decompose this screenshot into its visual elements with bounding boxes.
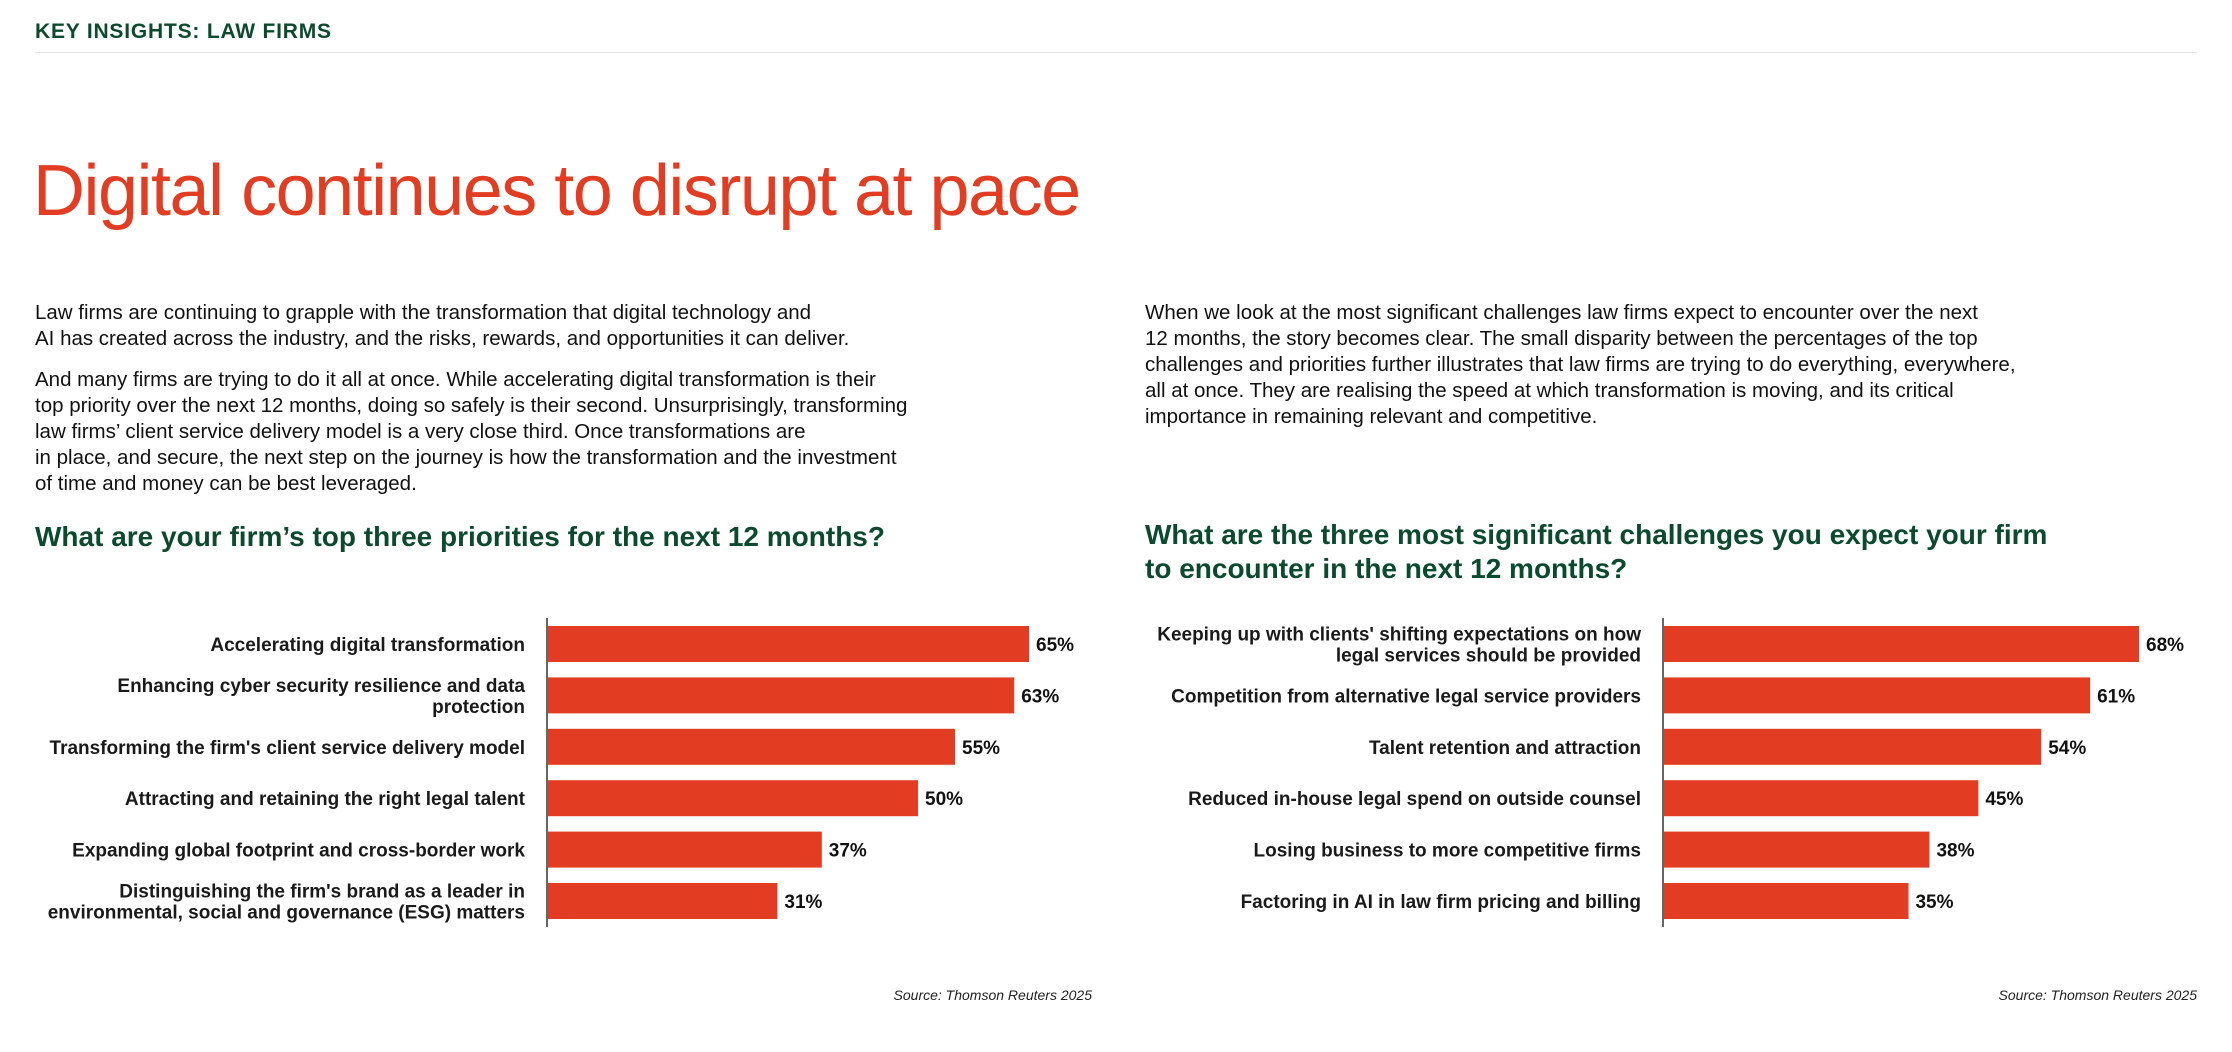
section-label: KEY INSIGHTS: LAW FIRMS <box>35 20 332 43</box>
priority-bar <box>548 677 1015 714</box>
priority-bar <box>548 883 778 919</box>
priorities-chart-title: What are your firm’s top three prioritie… <box>35 521 885 552</box>
priority-value-label: 55% <box>962 738 1000 759</box>
priority-value-label: 50% <box>925 789 963 810</box>
challenge-bar <box>1664 780 1979 817</box>
intro-right-paragraph-1: When we look at the most significant cha… <box>1145 301 2016 428</box>
priority-bar <box>548 780 918 817</box>
priority-value-label: 65% <box>1036 635 1074 656</box>
challenge-category-label: Keeping up with clients' shifting expect… <box>1157 625 1641 667</box>
challenges-bar-chart: 68% Keeping up with clients' shifting exp… <box>1157 618 2184 927</box>
priority-bar <box>548 831 822 868</box>
challenge-value-label: 54% <box>2048 738 2086 759</box>
priority-category-label: Transforming the firm's client service d… <box>50 738 525 759</box>
challenge-value-label: 61% <box>2097 686 2135 707</box>
priority-value-label: 63% <box>1021 686 1059 707</box>
page-title: Digital continues to disrupt at pace <box>33 151 1081 231</box>
priority-value-label: 37% <box>829 841 867 862</box>
challenge-value-label: 35% <box>1915 892 1953 913</box>
challenge-value-label: 68% <box>2146 635 2184 656</box>
priority-category-label: Expanding global footprint and cross-bor… <box>72 841 525 862</box>
priority-category-label: Enhancing cyber security resilience and … <box>117 676 525 718</box>
intro-left: Law firms are continuing to grapple with… <box>35 300 1035 497</box>
challenge-bar <box>1664 626 2139 662</box>
challenge-bar <box>1664 883 1909 919</box>
priorities-bar-chart: 65% Accelerating digital transformation 63… <box>48 618 1074 927</box>
priority-bar <box>548 728 955 765</box>
priority-category-label: Attracting and retaining the right legal… <box>125 789 526 810</box>
challenge-bar <box>1664 728 2042 765</box>
challenge-category-label: Talent retention and attraction <box>1369 738 1641 759</box>
challenge-bar <box>1664 831 1930 868</box>
challenge-category-label: Reduced in-house legal spend on outside … <box>1188 789 1641 810</box>
priority-category-label: Accelerating digital transformation <box>210 635 525 656</box>
source-note-right: Source: Thomson Reuters 2025 <box>1998 987 2197 1003</box>
intro-left-paragraph-2: And many firms are trying to do it all a… <box>35 368 908 495</box>
priority-value-label: 31% <box>784 892 822 913</box>
header-divider <box>35 52 2197 53</box>
challenge-value-label: 45% <box>1985 789 2023 810</box>
priority-category-label: Distinguishing the firm's brand as a lea… <box>48 882 525 924</box>
intro-right: When we look at the most significant cha… <box>1145 300 2185 430</box>
challenges-chart-title: What are the three most significant chal… <box>1145 519 2048 584</box>
intro-left-paragraph-1: Law firms are continuing to grapple with… <box>35 301 850 350</box>
challenge-category-label: Competition from alternative legal servi… <box>1171 686 1641 707</box>
challenge-category-label: Factoring in AI in law firm pricing and … <box>1241 892 1641 913</box>
challenge-value-label: 38% <box>1936 841 1974 862</box>
challenge-bar <box>1664 677 2091 714</box>
priority-bar <box>548 626 1029 662</box>
challenge-category-label: Losing business to more competitive firm… <box>1254 841 1641 862</box>
source-note-left: Source: Thomson Reuters 2025 <box>893 987 1092 1003</box>
